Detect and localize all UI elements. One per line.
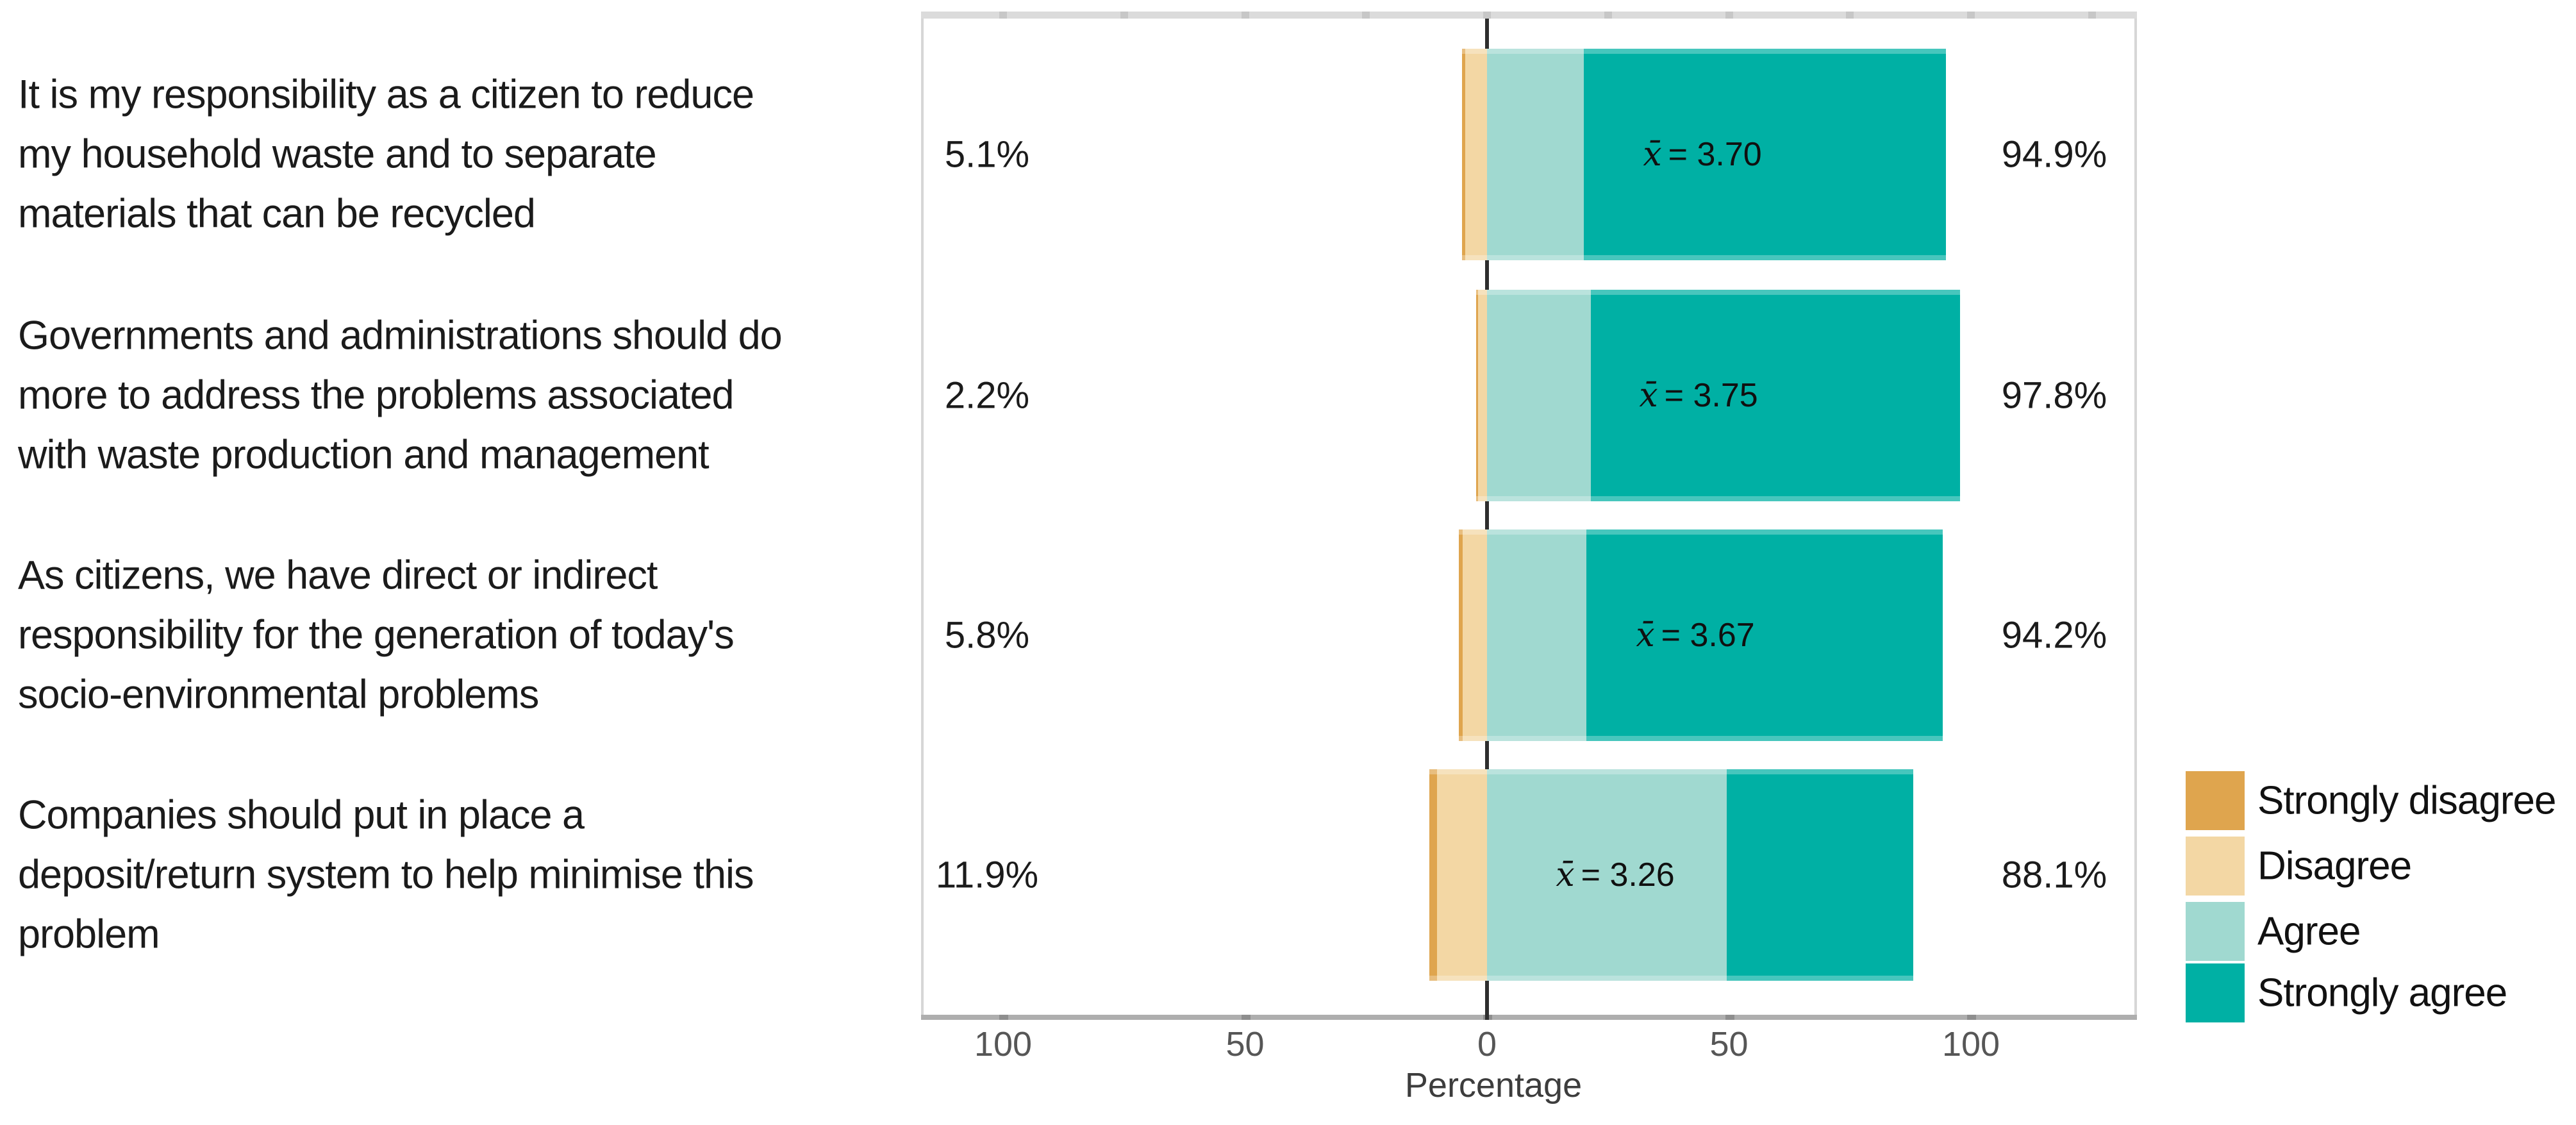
agree-percent-label: 97.8% (2001, 374, 2107, 417)
mean-value: = 3.75 (1664, 377, 1758, 414)
axis-tick-mark (1483, 12, 1491, 19)
axis-tick-mark (1604, 12, 1612, 19)
bottom-axis-band (921, 1015, 2137, 1020)
bar-segment-agree (1487, 529, 1586, 741)
axis-tick-mark (1241, 1015, 1251, 1020)
axis-tick-mark (1241, 12, 1249, 19)
axis-tick-mark (1967, 12, 1975, 19)
bar-segment-strongly-agree (1584, 49, 1947, 260)
axis-tick-mark (1846, 12, 1854, 19)
legend-label: Strongly disagree (2257, 778, 2556, 823)
mean-label: x̄ = 3.67 (1636, 616, 1754, 654)
x-axis-title: Percentage (1404, 1066, 1583, 1104)
axis-tick-mark (1120, 12, 1128, 19)
statement-row-4: Companies should put in place a deposit/… (18, 792, 754, 957)
panel-left-border (921, 12, 924, 1020)
axis-tick-mark (1362, 12, 1370, 19)
zero-baseline (1485, 19, 1489, 1020)
disagree-percent-label: 5.8% (944, 614, 1030, 656)
mean-value: = 3.26 (1581, 856, 1675, 894)
disagree-swatch (2186, 837, 2245, 896)
axis-tick-mark (999, 12, 1007, 19)
mean-label: x̄ = 3.70 (1643, 135, 1761, 174)
x-tick-label: 0 (1477, 1025, 1497, 1063)
statement-row-3: As citizens, we have direct or indirect … (18, 553, 735, 717)
legend-label: Agree (2257, 909, 2361, 954)
bar-segment-strongly-agree (1591, 290, 1961, 501)
axis-tick-mark (1725, 12, 1733, 19)
statement-row-1: It is my responsibility as a citizen to … (18, 72, 754, 237)
bar-segment-strongly-agree (1586, 529, 1943, 741)
strongly-disagree-swatch (2186, 771, 2245, 830)
panel-right-border (2134, 12, 2137, 1020)
bar-segment-agree (1487, 290, 1591, 501)
agree-percent-label: 94.9% (2001, 133, 2107, 176)
axis-tick-mark (1967, 1015, 1976, 1020)
disagree-percent-label: 2.2% (944, 374, 1030, 417)
bar-segment-disagree (1478, 290, 1487, 501)
axis-tick-mark (999, 1015, 1008, 1020)
bar-segment-disagree (1437, 769, 1487, 981)
agree-percent-label: 94.2% (2001, 614, 2107, 656)
mean-label: x̄ = 3.75 (1639, 376, 1757, 415)
bar-segment-disagree (1465, 49, 1487, 260)
strongly-agree-swatch (2186, 963, 2245, 1022)
axis-tick-mark (1725, 1015, 1734, 1020)
mean-label: x̄ = 3.26 (1556, 856, 1674, 894)
top-axis-band (921, 12, 2137, 19)
x-tick-label: 50 (1709, 1025, 1749, 1063)
bar-segment-agree (1487, 769, 1727, 981)
x-tick-label: 100 (1941, 1025, 2000, 1063)
mean-value: = 3.67 (1661, 617, 1755, 654)
bar-segment-strongly-agree (1726, 769, 1914, 981)
statement-row-2: Governments and administrations should d… (18, 313, 783, 478)
bar-segment-strongly-disagree (1459, 529, 1463, 741)
mean-value: = 3.70 (1668, 136, 1762, 173)
x-tick-label: 50 (1226, 1025, 1265, 1063)
disagree-percent-label: 11.9% (935, 854, 1039, 896)
axis-tick-mark (2088, 12, 2096, 19)
x-bar-symbol: x̄ (1639, 376, 1658, 415)
x-bar-symbol: x̄ (1556, 856, 1575, 894)
bar-segment-agree (1487, 49, 1584, 260)
legend-label: Strongly agree (2257, 971, 2507, 1015)
x-bar-symbol: x̄ (1643, 135, 1662, 174)
bar-segment-strongly-disagree (1429, 769, 1438, 981)
bar-segment-strongly-disagree (1476, 290, 1479, 501)
x-tick-label: 100 (974, 1025, 1033, 1063)
bar-segment-strongly-disagree (1462, 49, 1465, 260)
legend: Strongly disagree Disagree Agree Strongl… (2186, 771, 2570, 1028)
bar-segment-disagree (1463, 529, 1487, 741)
x-bar-symbol: x̄ (1636, 616, 1655, 654)
agree-percent-label: 88.1% (2001, 854, 2107, 896)
agree-swatch (2186, 902, 2245, 961)
disagree-percent-label: 5.1% (944, 133, 1030, 176)
legend-label: Disagree (2257, 844, 2412, 888)
